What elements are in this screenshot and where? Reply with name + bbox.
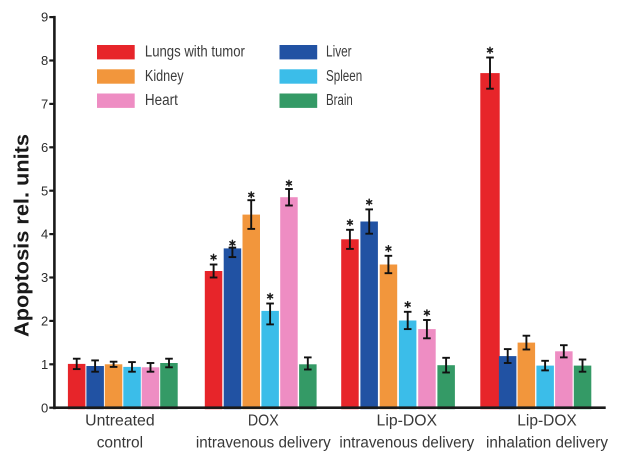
svg-text:Lip-DOX: Lip-DOX [517,412,577,429]
svg-text:1: 1 [41,357,48,372]
svg-text:intravenous delivery: intravenous delivery [196,434,331,451]
svg-text:2: 2 [41,314,48,329]
svg-text:5: 5 [41,183,48,198]
svg-text:Brain: Brain [326,92,353,109]
svg-text:7: 7 [41,97,48,112]
svg-text:Spleen: Spleen [326,68,362,85]
svg-text:Lip-DOX: Lip-DOX [377,412,438,429]
svg-text:8: 8 [41,53,48,68]
svg-text:Lungs with tumor: Lungs with tumor [145,44,245,61]
svg-text:Apoptosis rel. units: Apoptosis rel. units [11,134,34,337]
svg-text:4: 4 [41,227,48,242]
svg-text:Untreated: Untreated [85,412,155,429]
svg-text:9: 9 [41,10,48,25]
svg-text:DOX: DOX [248,412,279,429]
svg-text:3: 3 [41,270,48,285]
svg-text:Kidney: Kidney [145,68,184,85]
svg-text:intravenous delivery: intravenous delivery [339,434,474,451]
svg-text:6: 6 [41,140,48,155]
svg-text:Liver: Liver [326,44,352,61]
svg-text:inhalation delivery: inhalation delivery [486,434,608,451]
svg-text:Heart: Heart [145,92,179,109]
svg-text:control: control [97,434,143,451]
svg-text:0: 0 [41,400,48,415]
